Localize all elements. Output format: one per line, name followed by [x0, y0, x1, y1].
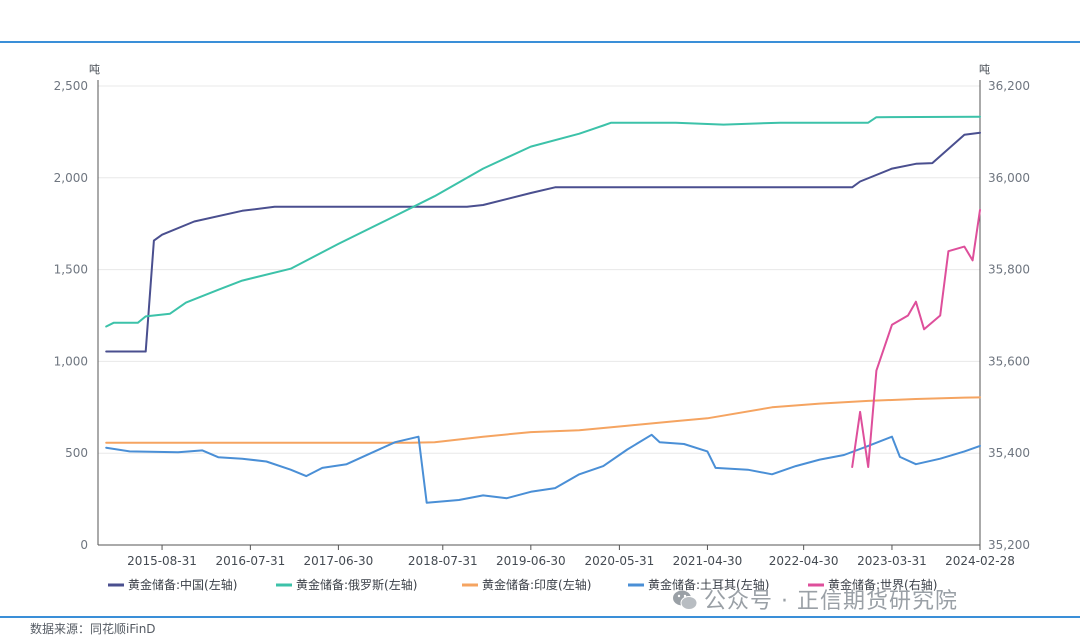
left-tick-label: 1,500 [54, 263, 88, 277]
right-tick-label: 35,800 [988, 263, 1030, 277]
series-line-1 [105, 131, 981, 353]
left-tick-label: 500 [65, 446, 88, 460]
x-tick-label: 2019-06-30 [496, 554, 566, 568]
legend-label: 黄金储备:世界(右轴) [828, 577, 937, 592]
gridlines [98, 85, 980, 454]
bottom-border [0, 616, 1080, 618]
left-tick-label: 2,000 [54, 171, 88, 185]
x-tick-label: 2022-04-30 [769, 554, 839, 568]
series-line-5 [851, 208, 981, 468]
top-border [0, 41, 1080, 43]
axes: 0 35,200 500 35,400 1,000 35,600 1,500 35,800 2,… [54, 63, 1030, 568]
x-tick-label: 2021-04-30 [673, 554, 743, 568]
right-tick-label: 35,400 [988, 446, 1030, 460]
legend-label: 黄金储备:俄罗斯(左轴) [296, 577, 417, 592]
left-tick-label: 1,000 [54, 354, 88, 368]
left-tick-label: 2,500 [54, 79, 88, 93]
watermark-text: 公众号 · 正信期货研究院 [704, 589, 958, 614]
legend-item-4[interactable]: 黄金储备:土耳其(左轴) [628, 577, 769, 592]
data-source: 数据来源：同花顺iFinD [30, 622, 156, 636]
x-tick-label: 2015-08-31 [127, 554, 197, 568]
x-tick-label: 2018-07-31 [408, 554, 478, 568]
left-tick-label: 0 [80, 538, 88, 552]
right-tick-label: 36,200 [988, 79, 1030, 93]
legend[interactable]: 黄金储备:中国(左轴) 黄金储备:俄罗斯(左轴) 黄金储备:印度(左轴) 黄金储备:土… [108, 577, 937, 592]
series-line-4 [105, 433, 981, 504]
x-tick-label: 2023-03-31 [857, 554, 927, 568]
x-tick-label: 2020-05-31 [585, 554, 655, 568]
legend-item-1[interactable]: 黄金储备:中国(左轴) [108, 577, 237, 592]
right-axis-unit: 吨 [979, 63, 990, 76]
right-tick-label: 35,200 [988, 538, 1030, 552]
series-line-2 [105, 115, 981, 328]
series-line-3 [105, 396, 981, 444]
wechat-icon [673, 590, 698, 610]
left-axis-unit: 吨 [89, 63, 100, 76]
legend-label: 黄金储备:土耳其(左轴) [648, 577, 769, 592]
watermark: 公众号 · 正信期货研究院 [672, 583, 958, 615]
legend-label: 黄金储备:印度(左轴) [482, 577, 591, 592]
legend-item-3[interactable]: 黄金储备:印度(左轴) [462, 577, 591, 592]
x-tick-label: 2017-06-30 [304, 554, 374, 568]
legend-item-5[interactable]: 黄金储备:世界(右轴) [808, 577, 937, 592]
x-tick-label: 2024-02-28 [945, 554, 1015, 568]
right-tick-label: 35,600 [988, 354, 1030, 368]
right-tick-label: 36,000 [988, 171, 1030, 185]
x-tick-label: 2016-07-31 [215, 554, 285, 568]
series-lines [105, 115, 981, 504]
legend-item-2[interactable]: 黄金储备:俄罗斯(左轴) [276, 577, 417, 592]
legend-label: 黄金储备:中国(左轴) [128, 577, 237, 592]
